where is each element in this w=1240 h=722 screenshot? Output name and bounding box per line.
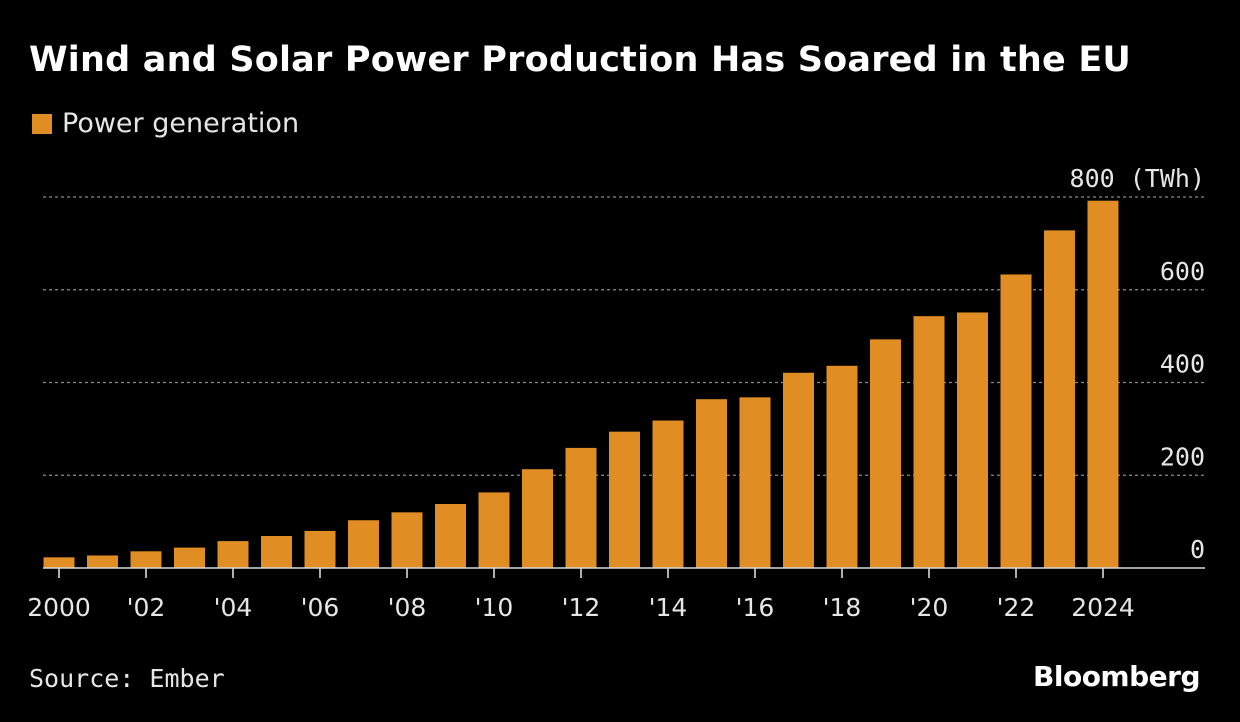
bar-2020: [913, 316, 945, 568]
bar-2021: [957, 312, 988, 568]
x-tick-label-2012: '12: [562, 593, 601, 622]
x-tick-label-2004: '04: [214, 593, 253, 622]
bar-2023: [1044, 230, 1075, 568]
bar-2024: [1087, 200, 1119, 568]
legend-label: Power generation: [62, 108, 300, 139]
bar-2006: [304, 530, 336, 568]
x-tick-labels: 2000 '02 '04 '06 '08 '10 '12 '14 '16 '18 '20 '22 202…: [27, 593, 1135, 622]
bar-2018: [826, 365, 858, 568]
bar-2007: [348, 520, 379, 568]
x-tick-label-2024: 2024: [1071, 593, 1135, 622]
bloomberg-logo: Bloomberg: [1033, 660, 1200, 693]
source-note: Source: Ember: [29, 664, 225, 693]
bar-2014: [652, 420, 684, 568]
bar-2002: [130, 551, 162, 568]
y-tick-label-800: 800 (TWh): [1070, 164, 1205, 193]
bar-2016: [739, 397, 771, 568]
x-tick-label-2018: '18: [823, 593, 862, 622]
bar-2000: [43, 557, 75, 568]
x-tick-label-2010: '10: [475, 593, 514, 622]
chart-legend: Power generation: [32, 108, 299, 139]
bar-2003: [174, 547, 205, 568]
x-tick-label-2002: '02: [127, 593, 166, 622]
bar-2004: [217, 541, 249, 568]
y-tick-label-400: 400: [1160, 350, 1205, 379]
x-tick-label-2020: '20: [910, 593, 949, 622]
bar-2010: [478, 492, 510, 568]
y-tick-label-0: 0: [1190, 535, 1205, 564]
x-tick-label-2008: '08: [388, 593, 427, 622]
bar-2022: [1000, 274, 1032, 568]
y-tick-labels: 0 200 400 600 800 (TWh): [1070, 164, 1205, 564]
bar-2017: [783, 372, 814, 568]
bar-2015: [696, 399, 727, 568]
bar-2011: [522, 469, 553, 568]
chart-title: Wind and Solar Power Production Has Soar…: [29, 40, 1132, 80]
bar-2012: [565, 447, 597, 568]
y-tick-label-600: 600: [1160, 257, 1205, 286]
legend-swatch: [32, 113, 52, 134]
bar-2009: [435, 504, 466, 568]
x-axis: [43, 567, 1205, 578]
x-tick-label-2016: '16: [736, 593, 775, 622]
bar-2001: [87, 555, 118, 568]
bars: [43, 200, 1119, 568]
bar-2008: [391, 512, 423, 568]
bar-2019: [870, 339, 901, 568]
y-tick-label-200: 200: [1160, 442, 1205, 471]
x-tick-label-2022: '22: [997, 593, 1036, 622]
x-tick-label-2000: 2000: [27, 593, 91, 622]
x-tick-label-2014: '14: [649, 593, 688, 622]
bar-2013: [609, 431, 640, 568]
x-tick-label-2006: '06: [301, 593, 340, 622]
bar-2005: [261, 536, 292, 568]
